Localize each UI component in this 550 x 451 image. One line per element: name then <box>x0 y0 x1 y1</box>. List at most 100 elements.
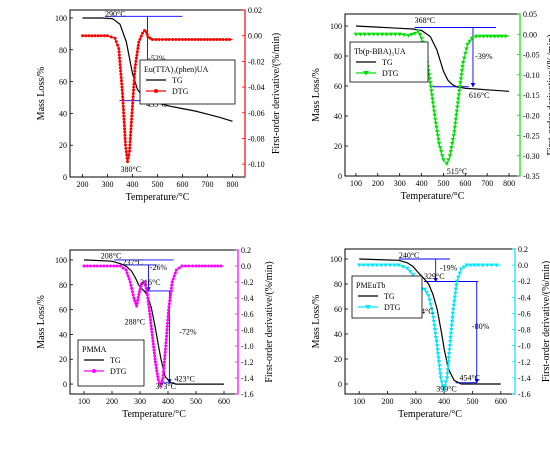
dtg-point <box>127 153 131 157</box>
dtg-point <box>118 56 122 60</box>
x-tick-label: 400 <box>162 397 174 406</box>
dtg-point <box>81 34 84 38</box>
dtg-point <box>401 33 407 38</box>
dtg-point <box>165 334 169 338</box>
y-right-tick-label: -0.8 <box>241 326 254 335</box>
dtg-point <box>187 264 191 268</box>
dtg-point <box>141 31 144 35</box>
dtg-point <box>158 384 162 388</box>
dtg-point <box>383 263 388 268</box>
dtg-point <box>146 299 150 303</box>
y-left-tick-label: 0 <box>338 380 342 389</box>
x-tick-label: 600 <box>459 179 471 188</box>
dtg-point <box>142 280 146 284</box>
dtg-point <box>165 328 169 332</box>
dtg-point <box>155 369 159 373</box>
y-right-tick-label: -1.6 <box>241 390 254 399</box>
dtg-point <box>147 309 151 313</box>
dtg-point <box>379 263 384 268</box>
dtg-point <box>153 354 157 358</box>
dtg-point <box>171 277 175 281</box>
dtg-point <box>434 344 440 348</box>
dtg-point <box>419 36 424 41</box>
annotation-label: 455°C <box>146 100 167 109</box>
dtg-point <box>428 81 433 86</box>
dtg-point <box>412 31 418 36</box>
x-tick-label: 500 <box>152 180 164 189</box>
y-left-tick-label: 60 <box>59 78 67 87</box>
dtg-point <box>167 38 171 42</box>
dtg-point <box>151 336 155 340</box>
dtg-point <box>144 30 148 34</box>
dtg-point <box>432 323 437 328</box>
dtg-point <box>131 92 135 95</box>
dtg-point <box>477 34 483 39</box>
dtg-point <box>124 150 128 154</box>
dtg-point <box>429 89 434 94</box>
dtg-point <box>157 38 161 42</box>
annotation-label: 237°C <box>122 258 143 267</box>
dtg-point <box>468 263 473 268</box>
dtg-markers <box>81 29 231 164</box>
dtg-point <box>475 263 481 268</box>
dtg-point <box>121 92 124 95</box>
y-right-axis-label: First-order derivative/(%/min) <box>271 33 282 154</box>
chart-panel-3: 100 200 300 400 500 600 0 20 40 60 80 100 0.2 0.0 -0.2… <box>36 246 275 420</box>
dtg-point <box>450 137 456 142</box>
dtg-point <box>436 142 442 146</box>
dtg-point <box>455 101 460 106</box>
dtg-point <box>147 302 151 306</box>
dtg-point <box>84 34 88 38</box>
y-right-tick-label: 0.2 <box>518 245 528 254</box>
dtg-point <box>149 324 153 328</box>
annotation-label: -72% <box>179 327 197 336</box>
dtg-point <box>453 287 459 292</box>
annotation-label: -80% <box>472 322 490 331</box>
dtg-point <box>128 136 132 140</box>
dtg-point <box>453 121 458 126</box>
dtg-point <box>440 154 445 158</box>
legend-title: PMMA <box>82 345 107 354</box>
dtg-point <box>126 274 130 278</box>
dtg-point <box>163 347 167 351</box>
dtg-point <box>441 158 446 162</box>
y-right-tick-label: -1.2 <box>518 358 531 367</box>
x-tick-label: 600 <box>177 180 189 189</box>
dtg-point <box>102 34 106 38</box>
dtg-point <box>434 125 439 130</box>
legend-marker-dtg <box>92 369 96 373</box>
dtg-point <box>138 287 142 291</box>
annotation-label: 208°C <box>101 252 122 261</box>
dtg-point <box>137 290 141 294</box>
dtg-point <box>125 271 129 275</box>
dtg-point <box>136 298 140 302</box>
dtg-point <box>448 336 453 340</box>
dtg-point <box>151 339 155 343</box>
dtg-point <box>431 109 437 114</box>
dtg-point <box>123 133 127 137</box>
dtg-point <box>138 37 142 41</box>
dtg-point <box>121 266 125 270</box>
dtg-point <box>130 108 134 112</box>
dtg-point <box>117 50 121 54</box>
y-right-tick-label: 0.02 <box>248 6 262 15</box>
dtg-point <box>162 366 166 370</box>
dtg-point <box>447 344 453 348</box>
dtg-point <box>131 101 135 105</box>
dtg-point <box>463 51 468 56</box>
legend-label-dtg: DTG <box>110 367 127 376</box>
dtg-point <box>199 38 203 42</box>
dtg-point <box>447 154 453 158</box>
legend: Eu(TTA)₃(phen)UA TG DTG <box>139 59 236 105</box>
x-tick-label: 200 <box>372 179 384 188</box>
y-right-tick-label: -1.2 <box>241 358 254 367</box>
y-left-tick-label: 40 <box>334 112 342 121</box>
dtg-point <box>85 264 89 268</box>
dtg-point <box>166 311 170 315</box>
dtg-point <box>462 56 467 61</box>
dtg-point <box>458 81 463 86</box>
legend-marker-dtg <box>365 305 371 310</box>
dtg-point <box>127 277 131 281</box>
x-tick-label: 500 <box>437 179 449 188</box>
dtg-point <box>166 318 170 322</box>
